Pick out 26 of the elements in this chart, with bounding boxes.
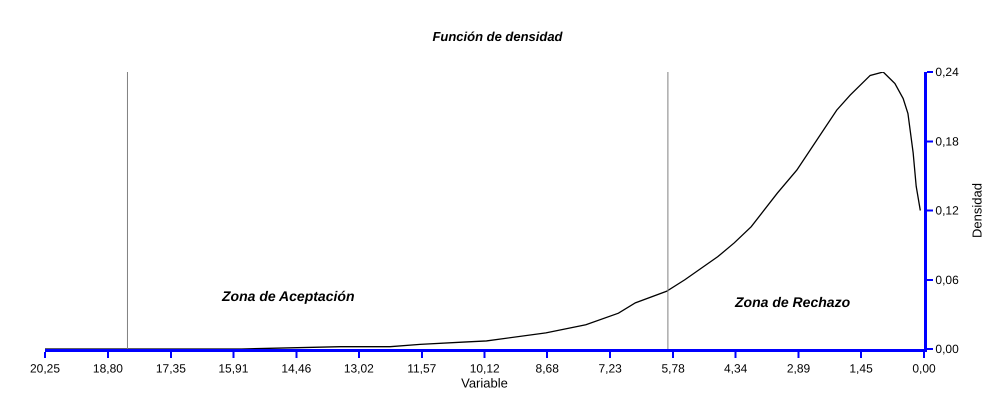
y-tick-label: 0,24 [935,65,960,80]
x-tick-label: 14,46 [281,361,312,376]
x-tick-label: 7,23 [598,361,622,376]
y-tick-label: 0,18 [935,134,960,148]
y-axis-title: Densidad [970,183,985,238]
x-tick-label: 0,00 [912,361,936,376]
x-tick-label: 18,80 [92,361,124,376]
x-tick-label: 2,89 [786,361,811,376]
x-tick-label: 4,34 [724,361,748,376]
annotation: Zona de Aceptación [221,288,355,304]
x-tick-label: 13,02 [344,361,374,376]
x-tick-label: 15,91 [218,361,249,376]
y-tick-label: 0,06 [935,272,960,287]
x-tick-label: 1,45 [849,361,874,376]
y-tick-label: 0,00 [935,342,960,356]
x-tick-label: 17,35 [156,361,186,376]
x-tick-label: 5,78 [661,361,686,376]
y-tick-label: 0,12 [935,204,960,218]
x-tick-label: 8,68 [536,361,560,376]
x-tick-label: 11,57 [407,361,437,376]
line-series [45,72,921,349]
x-axis-title: Variable [461,375,508,390]
x-tick-label: 20,25 [30,361,60,376]
annotation: Zona de Rechazo [734,294,851,310]
x-tick-label: 10,12 [470,361,500,376]
chart-title: Función de densidad [432,29,564,44]
